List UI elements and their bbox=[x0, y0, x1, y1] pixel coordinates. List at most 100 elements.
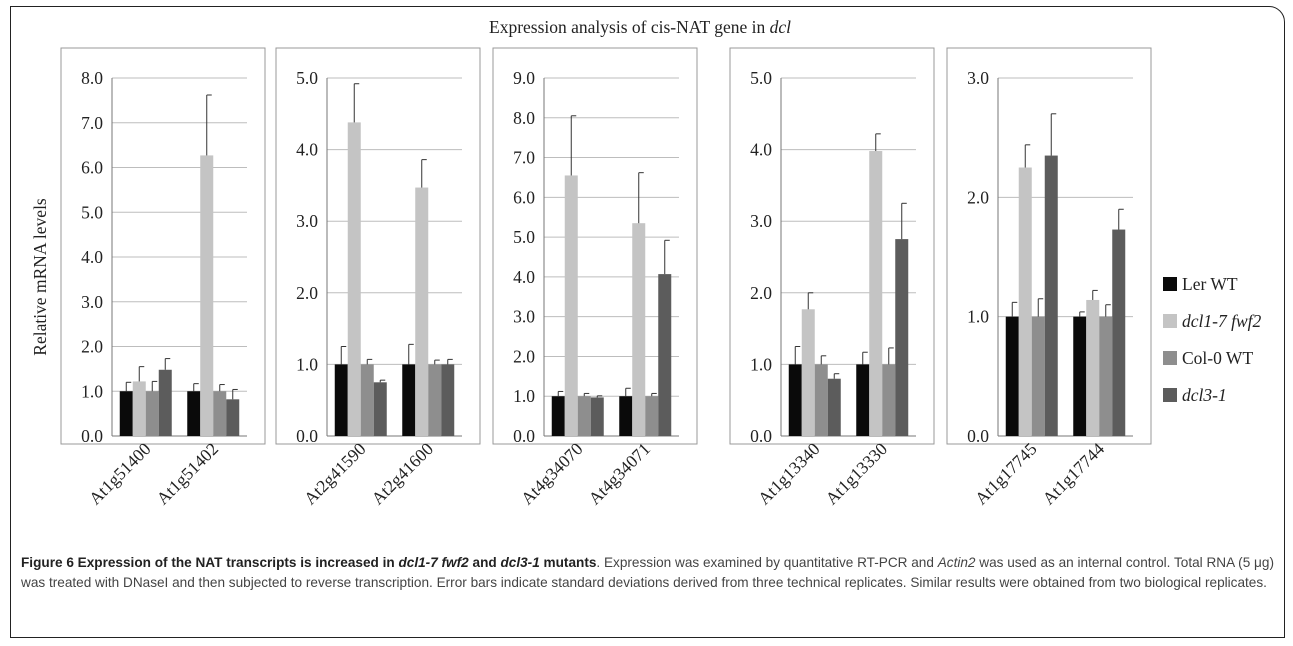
y-tick-label: 4.0 bbox=[750, 140, 772, 160]
x-tick-label: At1g17744 bbox=[1038, 439, 1108, 509]
y-tick-label: 3.0 bbox=[750, 211, 772, 231]
y-tick-label: 3.0 bbox=[81, 292, 103, 312]
y-tick-label: 7.0 bbox=[81, 113, 103, 133]
bar-At4g34070-3 bbox=[577, 396, 591, 436]
bar-At2g41600-1 bbox=[402, 364, 416, 436]
bar-At4g34070-2 bbox=[564, 175, 578, 436]
bar-At1g51402-2 bbox=[200, 155, 214, 437]
bar-At1g17744-2 bbox=[1086, 299, 1100, 436]
legend-label-4: dcl3-1 bbox=[1182, 385, 1227, 405]
y-tick-label: 7.0 bbox=[513, 148, 535, 168]
y-tick-label: 6.0 bbox=[513, 187, 535, 207]
panel-frame bbox=[60, 47, 266, 445]
panel-frame bbox=[946, 47, 1152, 445]
bar-At1g51400-3 bbox=[145, 391, 159, 436]
y-tick-label: 2.0 bbox=[81, 337, 103, 357]
y-axis-label: Relative mRNA levels bbox=[30, 198, 50, 356]
bar-At1g51400-4 bbox=[158, 369, 172, 436]
y-tick-label: 1.0 bbox=[967, 307, 989, 327]
bar-At2g41590-2 bbox=[347, 122, 361, 436]
bar-At2g41590-1 bbox=[334, 364, 348, 436]
caption-title-c: and bbox=[468, 555, 501, 570]
legend-label-2: dcl1-7 fwf2 bbox=[1182, 311, 1261, 331]
y-tick-label: 0.0 bbox=[513, 426, 535, 446]
bar-At1g17744-1 bbox=[1073, 316, 1087, 436]
caption-text-b: Actin2 bbox=[937, 555, 976, 570]
legend-label-1: Ler WT bbox=[1182, 274, 1238, 294]
caption-title-b: dcl1-7 fwf2 bbox=[398, 555, 469, 570]
bar-At4g34071-2 bbox=[632, 223, 646, 436]
bar-At2g41590-4 bbox=[373, 382, 387, 436]
y-tick-label: 5.0 bbox=[81, 202, 103, 222]
y-tick-label: 0.0 bbox=[967, 426, 989, 446]
bar-At1g51402-4 bbox=[226, 399, 240, 436]
bar-At2g41600-4 bbox=[441, 364, 455, 436]
y-tick-label: 4.0 bbox=[296, 140, 318, 160]
figure-caption: Figure 6 Expression of the NAT transcrip… bbox=[21, 553, 1276, 592]
legend-label-3: Col-0 WT bbox=[1182, 348, 1253, 368]
y-tick-label: 9.0 bbox=[513, 68, 535, 88]
y-tick-label: 3.0 bbox=[513, 307, 535, 327]
y-tick-label: 2.0 bbox=[513, 346, 535, 366]
chart-panel-1: 0.0 1.0 2.0 3.0 4.0 5.0 6.0 7.0 8.0 At1g51400At1g… bbox=[60, 47, 266, 509]
y-tick-label: 5.0 bbox=[296, 68, 318, 88]
x-tick-label: At4g34071 bbox=[584, 439, 654, 509]
figure-frame bbox=[10, 6, 1285, 638]
caption-text-c: was used as an internal control. Total R… bbox=[21, 555, 1274, 590]
legend-swatch-4 bbox=[1163, 388, 1177, 402]
chart-panels: 0.01.02.03.04.05.06.07.08.0At1g51400At1g… bbox=[60, 47, 1152, 509]
caption-title-a: Expression of the NAT transcripts is inc… bbox=[77, 555, 399, 570]
panel-frame bbox=[275, 47, 481, 445]
x-tick-label: At1g17745 bbox=[971, 439, 1041, 509]
y-tick-label: 1.0 bbox=[513, 386, 535, 406]
y-tick-label: 3.0 bbox=[296, 211, 318, 231]
y-tick-label: 0.0 bbox=[296, 426, 318, 446]
y-tick-label: 8.0 bbox=[513, 108, 535, 128]
bar-At1g13330-4 bbox=[895, 239, 909, 436]
bar-At1g51400-1 bbox=[119, 391, 133, 436]
bar-At1g51402-3 bbox=[213, 391, 227, 436]
bar-At1g13330-1 bbox=[856, 364, 870, 436]
bar-At1g13340-1 bbox=[788, 364, 802, 436]
x-tick-label: At2g41590 bbox=[300, 439, 370, 509]
y-tick-label: 1.0 bbox=[296, 354, 318, 374]
legend-swatch-1 bbox=[1163, 277, 1177, 291]
bar-At1g17745-3 bbox=[1031, 316, 1045, 436]
bar-At1g17745-4 bbox=[1044, 155, 1058, 437]
x-tick-label: At2g41600 bbox=[367, 439, 437, 509]
bar-At1g17745-2 bbox=[1018, 167, 1032, 436]
bar-At2g41600-3 bbox=[428, 364, 442, 436]
bar-At1g13330-2 bbox=[869, 151, 883, 437]
y-tick-label: 1.0 bbox=[81, 381, 103, 401]
x-tick-label: At1g51402 bbox=[152, 439, 222, 509]
chart-panel-3: 0.0 1.0 2.0 3.0 4.0 5.0 6.0 7.0 8.0 9.0 At4g34070A… bbox=[492, 47, 698, 509]
x-tick-label: At1g13330 bbox=[821, 439, 891, 509]
x-tick-label: At1g51400 bbox=[85, 439, 155, 509]
x-tick-label: At4g34070 bbox=[517, 439, 587, 509]
y-tick-label: 1.0 bbox=[750, 354, 772, 374]
y-tick-label: 6.0 bbox=[81, 158, 103, 178]
y-tick-label: 5.0 bbox=[750, 68, 772, 88]
legend: Ler WT dcl1-7 fwf2 Col-0 WT dcl3-1 bbox=[1163, 274, 1261, 405]
y-tick-label: 4.0 bbox=[81, 247, 103, 267]
bar-At1g13340-2 bbox=[801, 309, 815, 436]
y-tick-label: 0.0 bbox=[750, 426, 772, 446]
y-tick-label: 8.0 bbox=[81, 68, 103, 88]
legend-swatch-2 bbox=[1163, 314, 1177, 328]
bar-At2g41590-3 bbox=[360, 364, 374, 436]
x-tick-label: At1g13340 bbox=[754, 439, 824, 509]
y-tick-label: 2.0 bbox=[967, 187, 989, 207]
caption-title-e: mutants bbox=[539, 555, 597, 570]
chart-title-text: Expression analysis of cis-NAT gene in bbox=[489, 17, 770, 37]
chart-title-italic: dcl bbox=[770, 17, 792, 37]
bar-At4g34070-1 bbox=[551, 396, 565, 436]
bar-At1g13330-3 bbox=[882, 364, 896, 436]
bar-At2g41600-2 bbox=[415, 187, 429, 436]
y-tick-label: 3.0 bbox=[967, 68, 989, 88]
y-tick-label: 4.0 bbox=[513, 267, 535, 287]
caption-label: Figure 6 bbox=[21, 555, 74, 570]
panel-frame bbox=[492, 47, 698, 445]
bar-At1g17744-3 bbox=[1099, 316, 1113, 436]
